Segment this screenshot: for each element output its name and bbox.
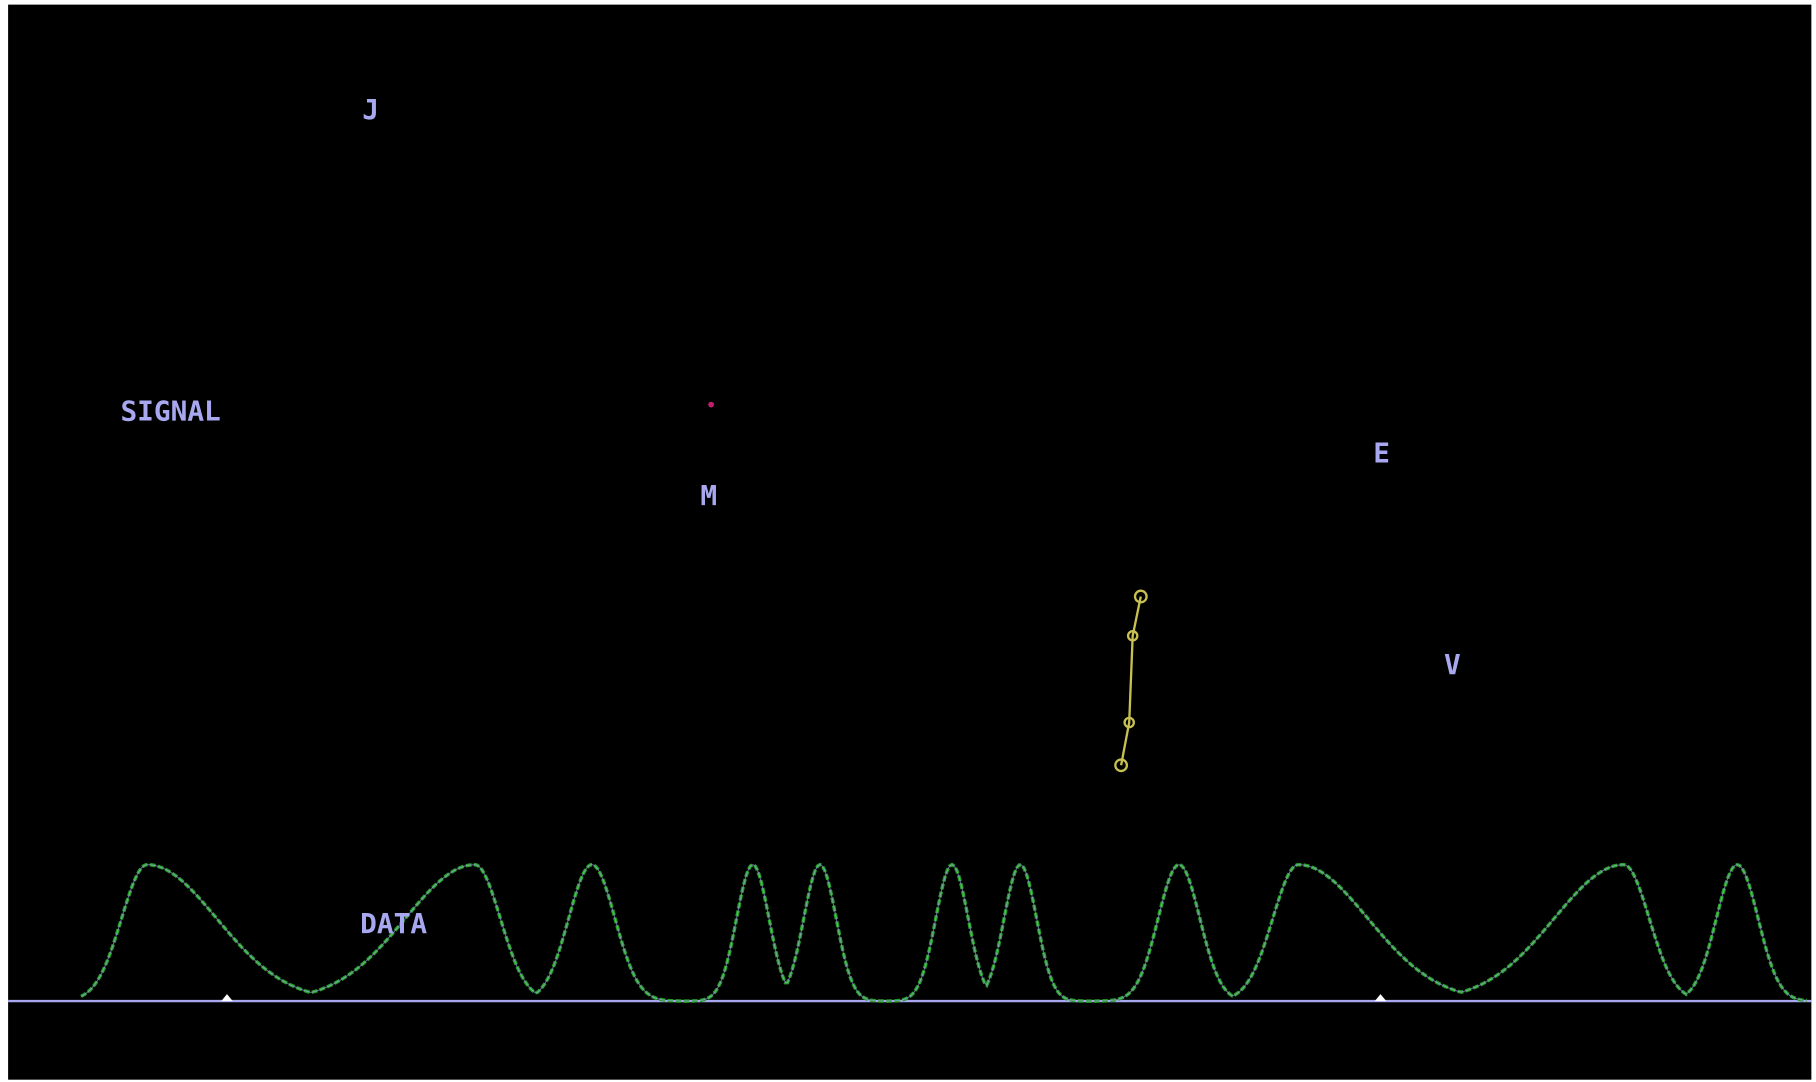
page: J SIGNAL M E V DATA (() => { const data … xyxy=(0,0,1816,1082)
playfield xyxy=(8,5,1811,1080)
letter: J xyxy=(362,93,379,126)
dot xyxy=(708,402,714,408)
letter: M xyxy=(700,479,717,512)
label: DATA xyxy=(360,907,427,940)
letter: V xyxy=(1444,648,1461,681)
label: SIGNAL xyxy=(120,395,220,428)
letter: E xyxy=(1373,436,1390,469)
game-screen: J SIGNAL M E V DATA xyxy=(0,0,1816,1082)
